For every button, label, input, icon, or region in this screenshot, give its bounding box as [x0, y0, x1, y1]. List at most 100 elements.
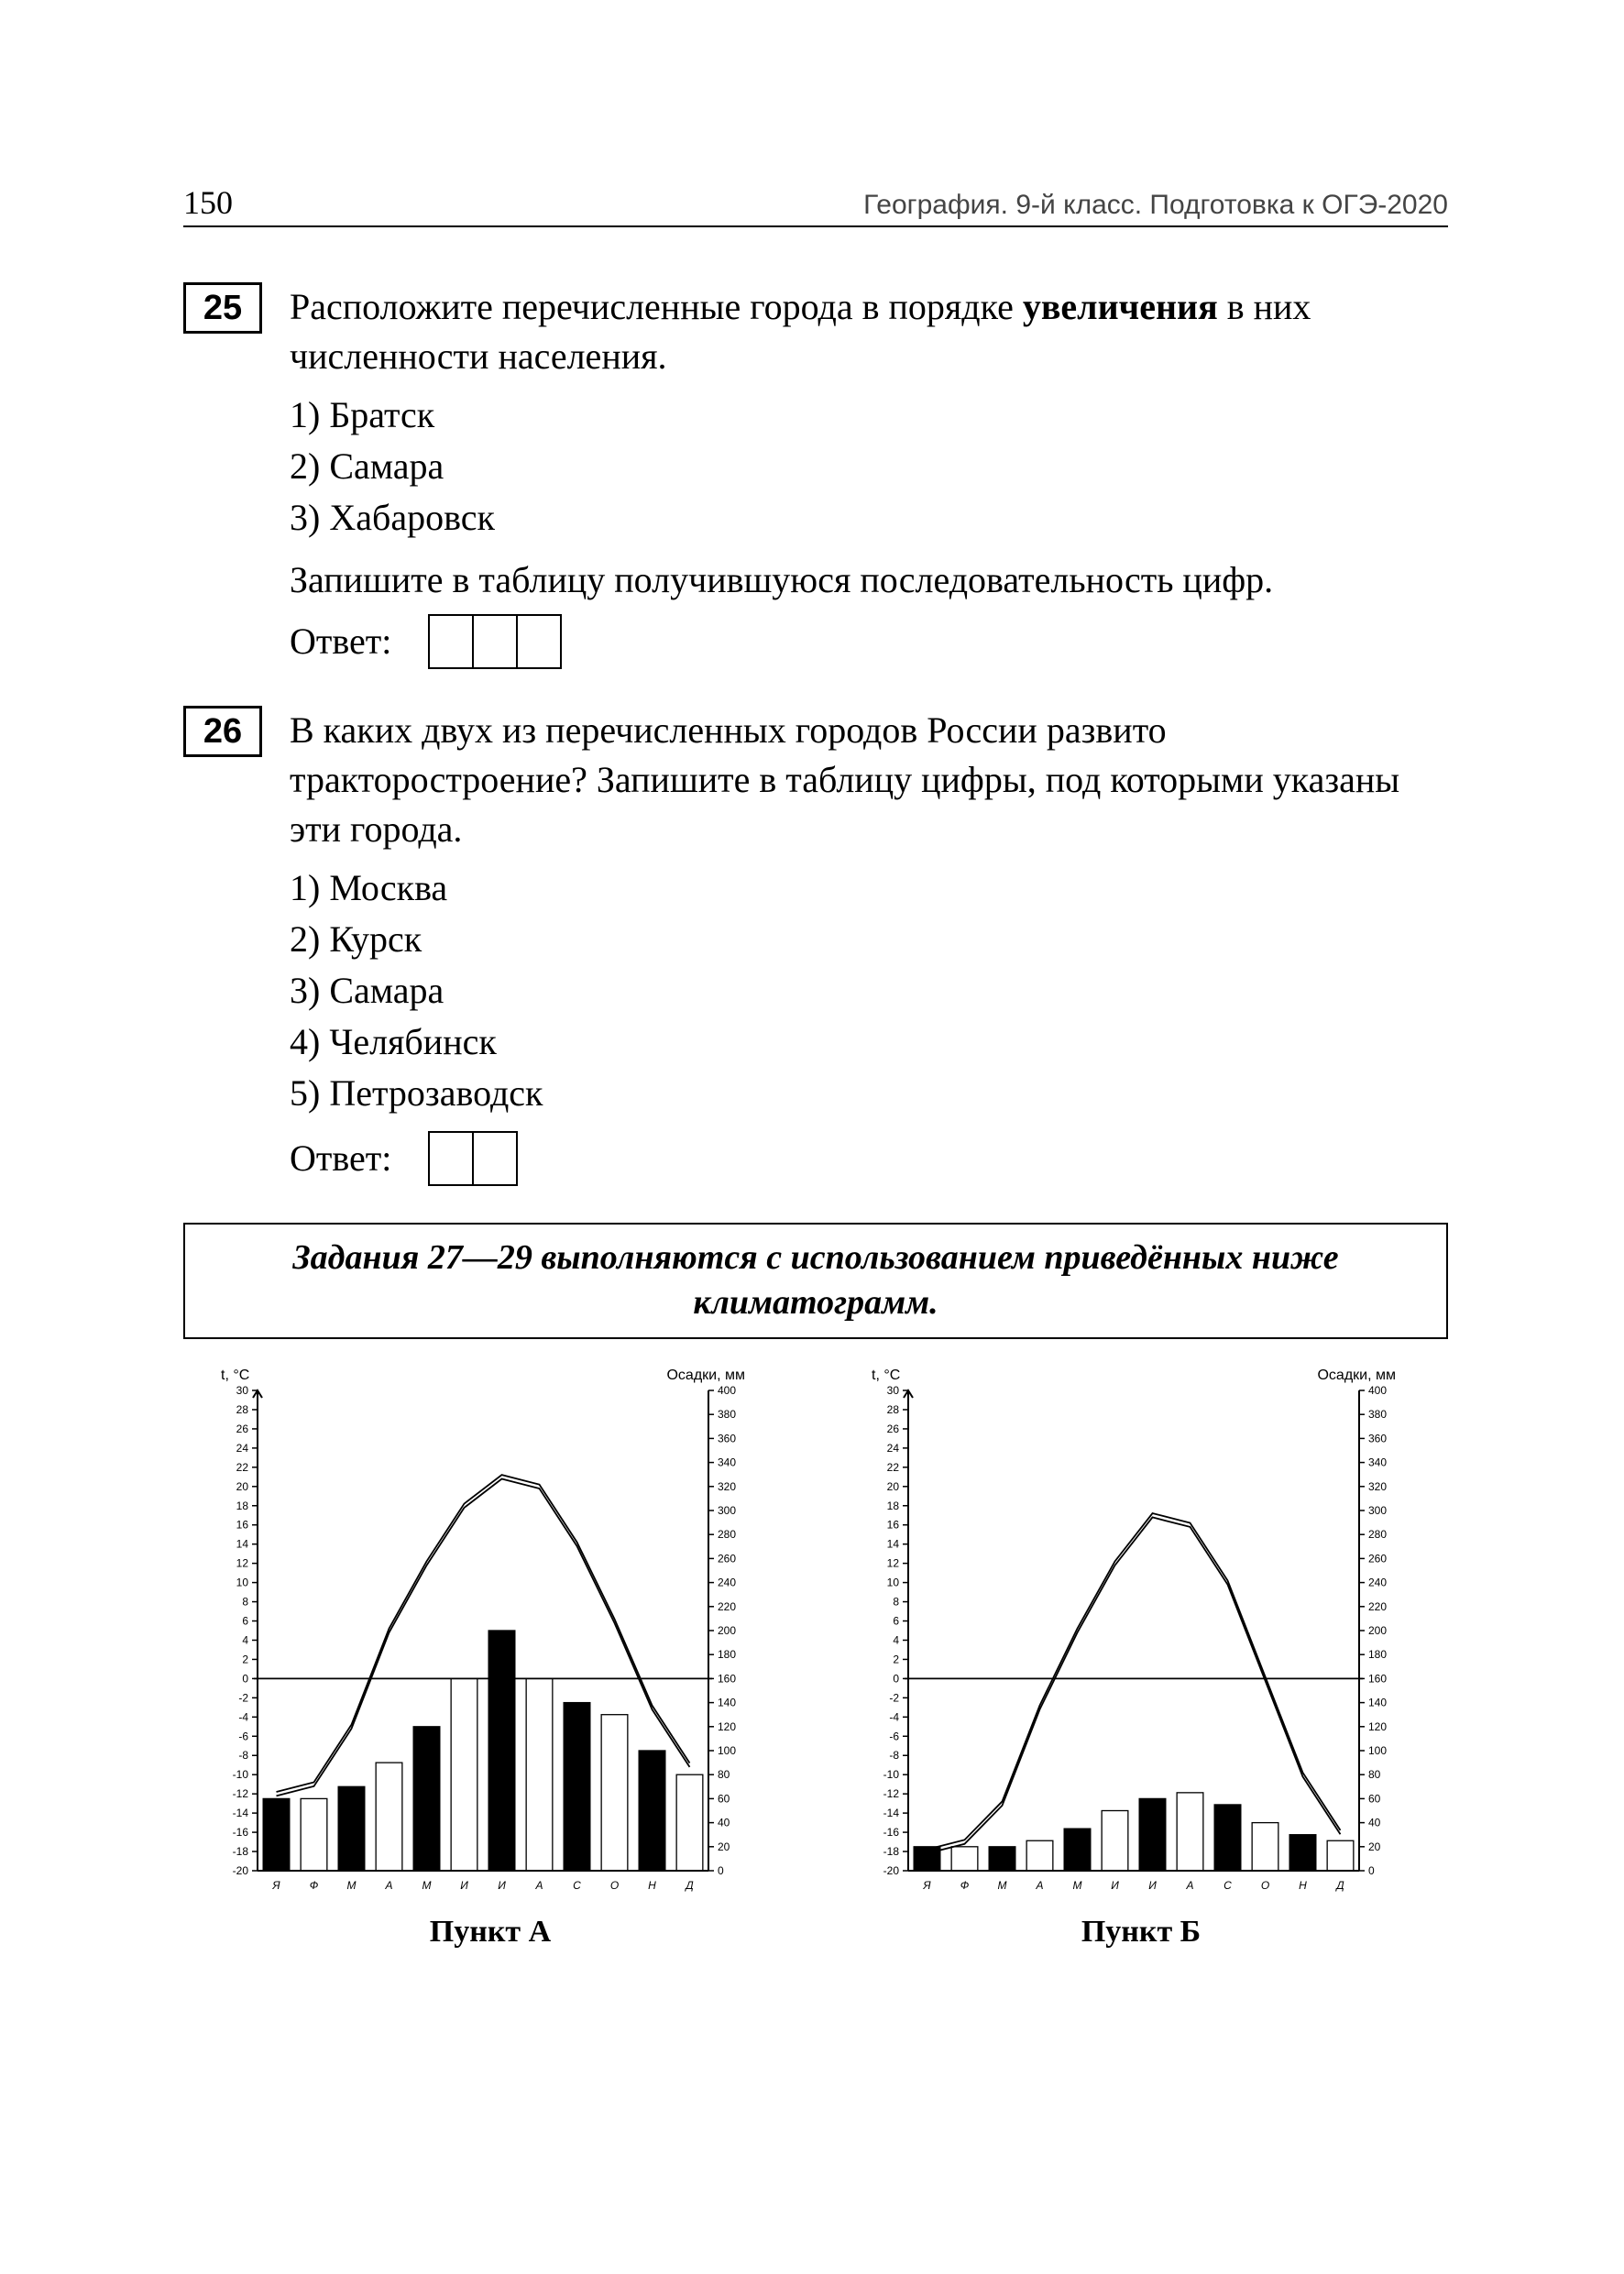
svg-text:Н: Н [1299, 1879, 1307, 1892]
svg-text:2: 2 [242, 1653, 248, 1665]
svg-text:20: 20 [718, 1840, 730, 1853]
svg-text:22: 22 [887, 1461, 900, 1474]
task-25-text-bold: увеличения [1023, 286, 1218, 327]
svg-text:24: 24 [887, 1442, 900, 1455]
svg-text:-18: -18 [233, 1845, 249, 1858]
svg-text:260: 260 [718, 1552, 736, 1565]
svg-text:320: 320 [1368, 1480, 1387, 1493]
svg-text:80: 80 [1368, 1768, 1381, 1781]
svg-text:140: 140 [718, 1696, 736, 1708]
svg-text:8: 8 [242, 1595, 248, 1608]
page-header: 150 География. 9-й класс. Подготовка к О… [183, 183, 1448, 227]
charts-row: -20-18-16-14-12-10-8-6-4-202468101214161… [183, 1357, 1448, 1950]
svg-text:И: И [460, 1879, 468, 1892]
svg-text:16: 16 [887, 1519, 900, 1532]
svg-text:С: С [573, 1879, 581, 1892]
svg-text:-10: -10 [233, 1768, 249, 1781]
svg-text:240: 240 [1368, 1576, 1387, 1588]
svg-text:С: С [1223, 1879, 1232, 1892]
list-item: 3) Самара [290, 966, 1448, 1016]
svg-text:И: И [498, 1879, 506, 1892]
svg-text:380: 380 [1368, 1408, 1387, 1421]
svg-text:14: 14 [887, 1537, 900, 1550]
svg-text:28: 28 [236, 1403, 249, 1416]
svg-text:4: 4 [242, 1633, 248, 1646]
task-number-box: 26 [183, 706, 262, 757]
svg-text:220: 220 [718, 1600, 736, 1613]
list-item: 1) Братск [290, 390, 1448, 440]
instruction-box: Задания 27—29 выполняются с использовани… [183, 1223, 1448, 1339]
task-25-text: Расположите перечисленные города в поряд… [290, 282, 1448, 381]
svg-text:О: О [610, 1879, 619, 1892]
svg-text:380: 380 [718, 1408, 736, 1421]
svg-text:-2: -2 [238, 1691, 248, 1704]
svg-text:400: 400 [718, 1384, 736, 1397]
svg-text:10: 10 [887, 1576, 900, 1588]
svg-text:М: М [347, 1879, 357, 1892]
svg-text:-16: -16 [233, 1826, 249, 1839]
svg-text:М: М [998, 1879, 1007, 1892]
svg-text:340: 340 [718, 1456, 736, 1468]
svg-text:-20: -20 [233, 1864, 249, 1877]
svg-text:280: 280 [1368, 1528, 1387, 1541]
svg-text:-8: -8 [889, 1749, 899, 1762]
svg-text:220: 220 [1368, 1600, 1387, 1613]
answer-boxes-25 [428, 614, 562, 669]
svg-text:60: 60 [718, 1792, 730, 1805]
svg-text:Осадки, мм: Осадки, мм [1317, 1368, 1396, 1383]
answer-row: Ответ: [290, 614, 1448, 669]
list-item: 2) Самара [290, 442, 1448, 491]
svg-text:140: 140 [1368, 1696, 1387, 1708]
answer-cell[interactable] [474, 1131, 518, 1186]
task-body: В каких двух из перечисленных городов Ро… [290, 706, 1448, 1186]
task-26-options: 1) Москва 2) Курск 3) Самара 4) Челябинс… [290, 863, 1448, 1118]
svg-text:20: 20 [1368, 1840, 1381, 1853]
svg-text:А: А [1035, 1879, 1043, 1892]
answer-cell[interactable] [428, 614, 474, 669]
svg-text:-14: -14 [883, 1807, 900, 1819]
svg-text:-16: -16 [883, 1826, 900, 1839]
svg-text:22: 22 [236, 1461, 249, 1474]
chart-a-wrap: -20-18-16-14-12-10-8-6-4-202468101214161… [183, 1357, 797, 1950]
answer-cell[interactable] [428, 1131, 474, 1186]
svg-text:0: 0 [1368, 1864, 1375, 1877]
svg-text:-20: -20 [883, 1864, 900, 1877]
answer-cell[interactable] [518, 614, 562, 669]
svg-text:12: 12 [887, 1556, 900, 1569]
svg-text:Д: Д [1334, 1879, 1344, 1892]
svg-text:100: 100 [718, 1744, 736, 1757]
chart-b-wrap: -20-18-16-14-12-10-8-6-4-202468101214161… [834, 1357, 1448, 1950]
svg-text:М: М [1073, 1879, 1082, 1892]
svg-text:14: 14 [236, 1537, 249, 1550]
svg-text:200: 200 [718, 1624, 736, 1637]
svg-text:30: 30 [887, 1384, 900, 1397]
climatogram-b: -20-18-16-14-12-10-8-6-4-202468101214161… [848, 1357, 1434, 1907]
list-item: 5) Петрозаводск [290, 1069, 1448, 1118]
svg-text:180: 180 [1368, 1648, 1387, 1661]
svg-text:26: 26 [887, 1423, 900, 1435]
svg-text:200: 200 [1368, 1624, 1387, 1637]
task-body: Расположите перечисленные города в поряд… [290, 282, 1448, 669]
svg-text:И: И [1111, 1879, 1119, 1892]
svg-text:280: 280 [718, 1528, 736, 1541]
svg-text:12: 12 [236, 1556, 249, 1569]
list-item: 2) Курск [290, 915, 1448, 964]
task-25-options: 1) Братск 2) Самара 3) Хабаровск [290, 390, 1448, 543]
svg-text:-2: -2 [889, 1691, 899, 1704]
svg-text:18: 18 [887, 1500, 900, 1512]
svg-text:-4: -4 [238, 1710, 248, 1723]
list-item: 3) Хабаровск [290, 493, 1448, 543]
svg-text:120: 120 [718, 1720, 736, 1733]
svg-text:300: 300 [1368, 1504, 1387, 1517]
svg-text:60: 60 [1368, 1792, 1381, 1805]
svg-text:Н: Н [648, 1879, 656, 1892]
answer-label: Ответ: [290, 1134, 391, 1183]
svg-text:26: 26 [236, 1423, 249, 1435]
svg-text:-12: -12 [233, 1787, 249, 1800]
answer-boxes-26 [428, 1131, 518, 1186]
answer-cell[interactable] [474, 614, 518, 669]
svg-text:160: 160 [718, 1672, 736, 1685]
svg-text:24: 24 [236, 1442, 249, 1455]
svg-text:О: О [1261, 1879, 1269, 1892]
svg-text:260: 260 [1368, 1552, 1387, 1565]
